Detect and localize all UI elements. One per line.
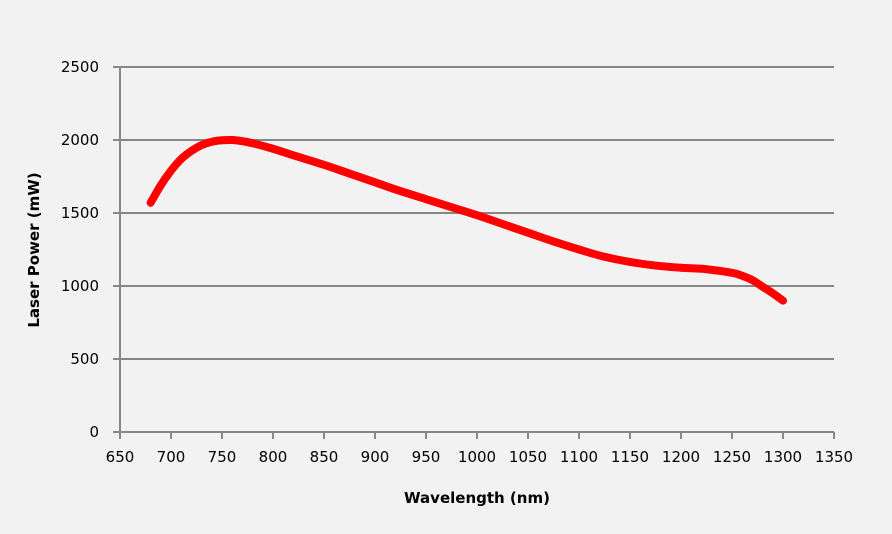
x-tick-label: 950	[412, 448, 441, 466]
x-tick-label: 1300	[764, 448, 802, 466]
series-line-laser-power	[146, 135, 787, 305]
axes	[119, 67, 835, 439]
y-tick-label: 2000	[61, 131, 99, 149]
x-tick-label: 850	[310, 448, 339, 466]
series-layer	[146, 135, 787, 305]
x-tick-label: 1250	[713, 448, 751, 466]
x-tick-label: 800	[259, 448, 288, 466]
x-tick-label: 1000	[458, 448, 496, 466]
x-tick-label: 1150	[611, 448, 649, 466]
y-tick-label: 2500	[61, 58, 99, 76]
x-tick-label: 750	[208, 448, 237, 466]
y-tick-label: 1000	[61, 277, 99, 295]
x-tick-label: 1050	[509, 448, 547, 466]
x-tick-label: 1350	[815, 448, 853, 466]
x-tick-label: 1100	[560, 448, 598, 466]
y-tick-label: 1500	[61, 204, 99, 222]
y-tick-label: 0	[89, 423, 99, 441]
y-axis-label: Laser Power (mW)	[25, 172, 43, 327]
tick-labels: 0 500 1000 1500 2000 2500 650 700 750 800 850 900 95…	[61, 58, 853, 466]
x-tick-label: 1200	[662, 448, 700, 466]
y-tick-label: 500	[70, 350, 99, 368]
x-tick-label: 700	[157, 448, 186, 466]
x-tick-label: 650	[106, 448, 135, 466]
x-axis-label: Wavelength (nm)	[404, 489, 550, 507]
x-tick-label: 900	[361, 448, 390, 466]
gridlines	[113, 66, 834, 433]
